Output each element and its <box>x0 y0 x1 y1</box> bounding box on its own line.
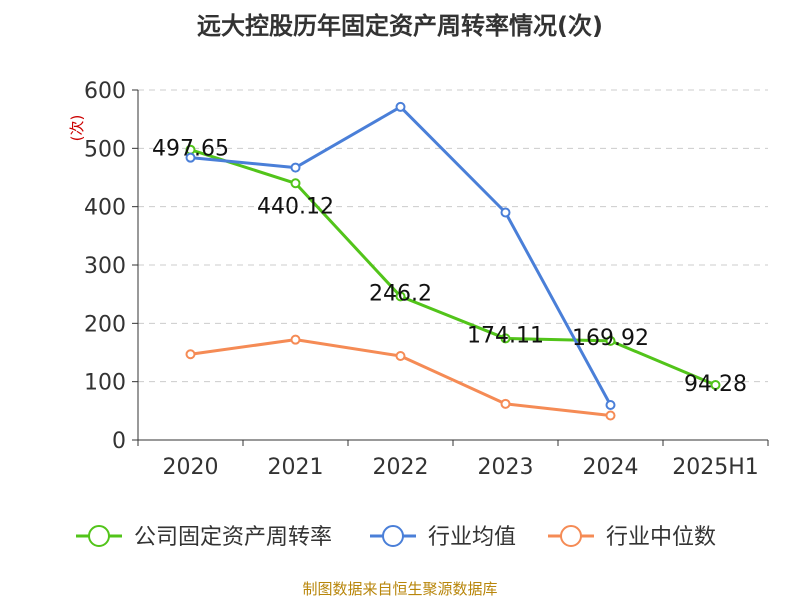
data-point <box>500 333 511 344</box>
series-line <box>190 148 717 387</box>
x-tick-label: 2020 <box>163 455 219 480</box>
y-tick-label: 300 <box>84 254 126 279</box>
data-label: 169.92 <box>572 326 649 351</box>
y-tick-label: 400 <box>84 196 126 221</box>
data-point <box>395 351 406 361</box>
x-tick-label: 2025H1 <box>672 455 759 480</box>
y-tick-label: 100 <box>84 371 126 396</box>
data-label: 174.11 <box>467 323 544 348</box>
y-tick-label: 500 <box>84 137 126 162</box>
legend-item: 行业均值 <box>370 525 516 550</box>
chart-title: 远大控股历年固定资产周转率情况(次) <box>197 12 603 40</box>
legend-label: 行业中位数 <box>606 525 716 550</box>
legend-label: 行业均值 <box>428 525 516 550</box>
x-tick-label: 2024 <box>583 455 639 480</box>
legend-item: 行业中位数 <box>548 525 716 550</box>
data-point <box>605 400 616 410</box>
data-point <box>500 207 511 218</box>
data-point <box>500 398 511 409</box>
data-label: 497.65 <box>152 137 229 162</box>
x-tick-label: 2021 <box>268 455 324 480</box>
legend-swatch-marker <box>88 525 110 547</box>
data-point <box>185 152 196 163</box>
data-point <box>290 334 301 345</box>
data-point <box>605 410 616 421</box>
data-point <box>710 380 721 391</box>
data-label: 246.2 <box>369 281 432 306</box>
gridlines <box>138 89 768 383</box>
data-source-note: 制图数据来自恒生聚源数据库 <box>302 580 498 598</box>
axes: 0 100 200 300 400 500 600 2020 2021 2022 2023 2024 2… <box>68 79 769 480</box>
series-points <box>185 101 721 421</box>
data-point <box>185 349 196 360</box>
data-label: 94.28 <box>684 372 747 397</box>
data-point <box>395 291 406 302</box>
x-tick-label: 2022 <box>373 455 429 480</box>
legend-swatch-marker <box>382 525 404 547</box>
data-point <box>290 162 301 173</box>
y-tick-label: 200 <box>84 312 126 337</box>
data-point <box>290 178 301 189</box>
legend-label: 公司固定资产周转率 <box>134 525 332 550</box>
y-tick-label: 600 <box>84 79 126 104</box>
data-label: 440.12 <box>257 194 334 219</box>
data-labels: 497.65 440.12 246.2 174.11 169.92 94.28 <box>152 137 747 397</box>
legend: 公司固定资产周转率 行业均值 行业中位数 <box>76 525 716 550</box>
x-tick-label: 2023 <box>478 455 534 480</box>
legend-item: 公司固定资产周转率 <box>76 525 332 550</box>
y-axis-unit: (次) <box>68 115 86 142</box>
data-point <box>605 335 616 346</box>
y-tick-label: 0 <box>112 429 126 454</box>
data-point <box>395 101 406 112</box>
legend-swatch-marker <box>560 525 582 547</box>
series-lines <box>190 105 717 417</box>
